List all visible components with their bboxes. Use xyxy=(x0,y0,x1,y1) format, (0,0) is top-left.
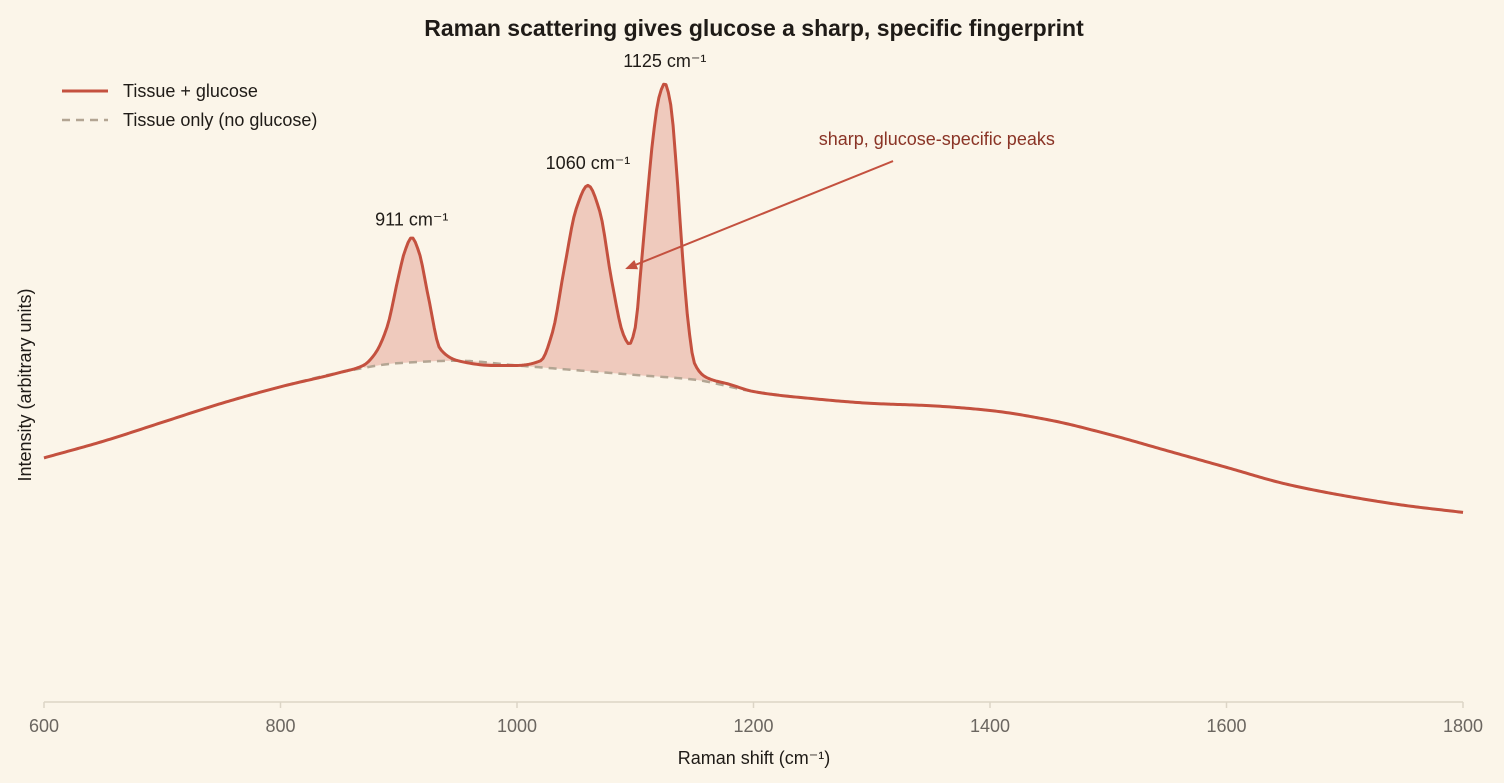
legend: Tissue + glucose Tissue only (no glucose… xyxy=(62,81,317,130)
x-tick-label: 800 xyxy=(265,716,295,736)
peak-label: 1060 cm⁻¹ xyxy=(546,153,631,173)
peak-label: 911 cm⁻¹ xyxy=(375,210,448,230)
x-tick-label: 1800 xyxy=(1443,716,1483,736)
series-lines xyxy=(43,82,1464,514)
x-axis-ticks: 600 800 1000 1200 1400 1600 1800 xyxy=(29,702,1483,736)
peak-labels: 911 cm⁻¹ 1060 cm⁻¹ 1125 cm⁻¹ xyxy=(375,51,706,230)
x-tick-label: 1200 xyxy=(733,716,773,736)
x-tick-label: 1600 xyxy=(1206,716,1246,736)
x-axis-label: Raman shift (cm⁻¹) xyxy=(678,748,831,768)
peak-label: 1125 cm⁻¹ xyxy=(623,51,706,71)
annotation: sharp, glucose-specific peaks xyxy=(625,129,1055,270)
annotation-arrow xyxy=(625,160,894,270)
legend-label-tissue-only: Tissue only (no glucose) xyxy=(123,110,317,130)
peak-fill-area xyxy=(363,84,713,383)
series-line-tissue-glucose xyxy=(43,82,1464,514)
chart-title: Raman scattering gives glucose a sharp, … xyxy=(424,15,1084,41)
annotation-text: sharp, glucose-specific peaks xyxy=(819,129,1055,149)
x-tick-label: 1400 xyxy=(970,716,1010,736)
legend-label-tissue-glucose: Tissue + glucose xyxy=(123,81,258,101)
y-axis-label: Intensity (arbitrary units) xyxy=(15,288,35,481)
x-tick-label: 1000 xyxy=(497,716,537,736)
x-tick-label: 600 xyxy=(29,716,59,736)
glucose-difference-fill xyxy=(363,84,713,383)
